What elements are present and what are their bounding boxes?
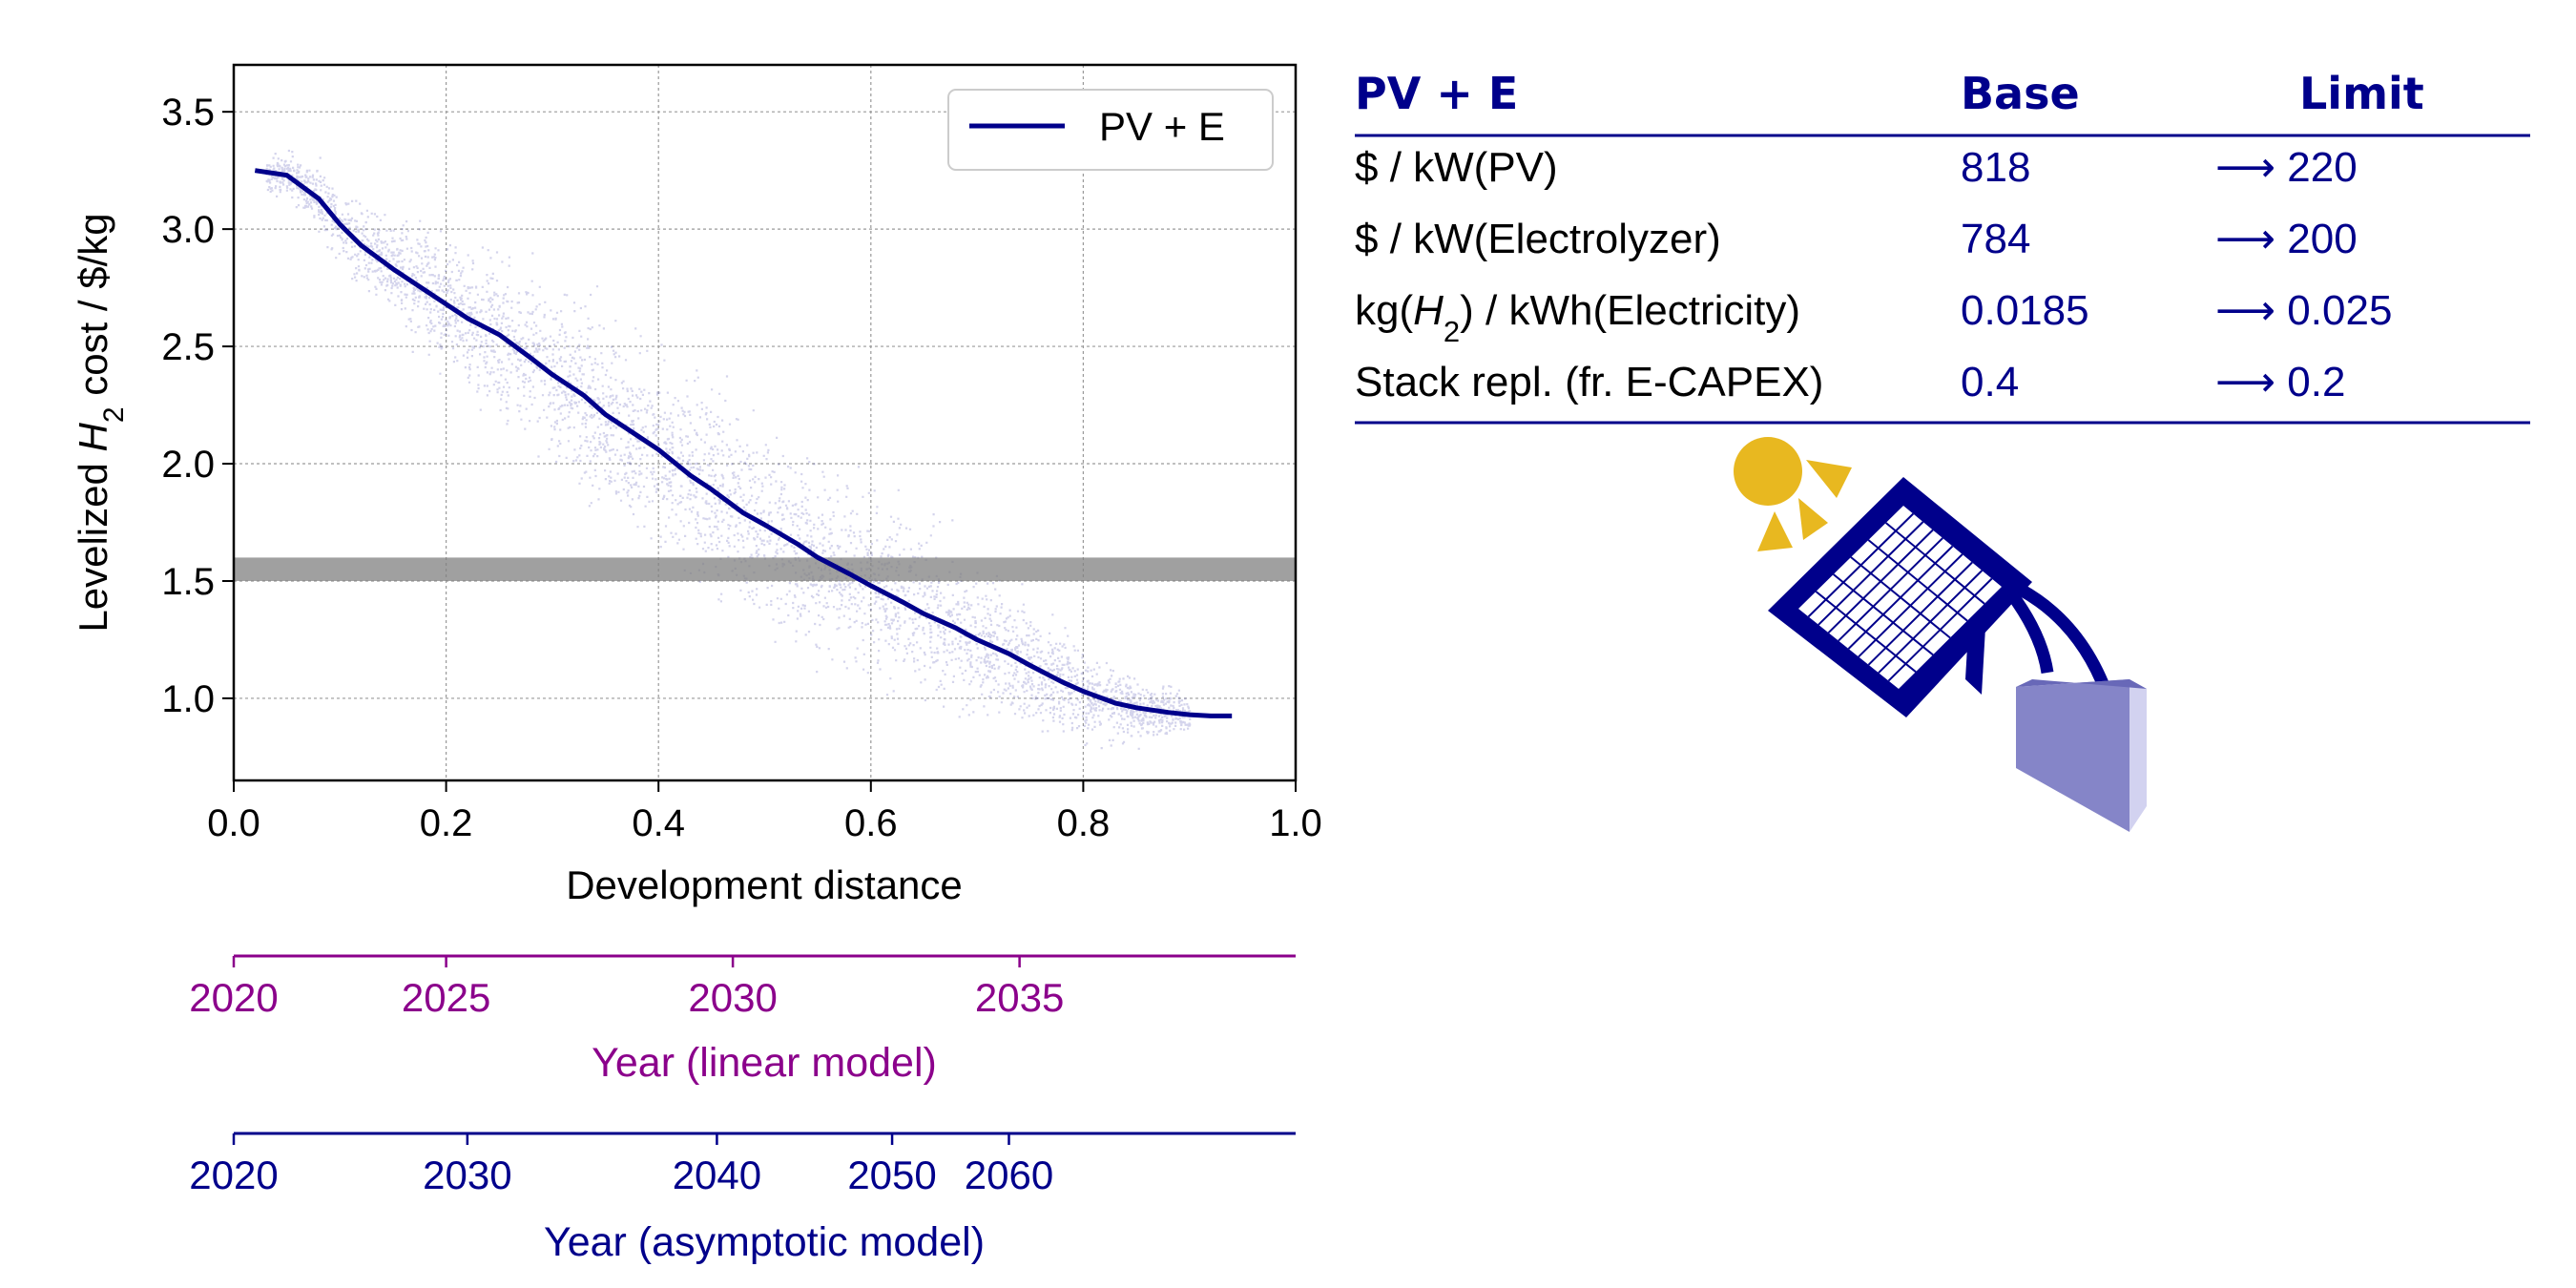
table-row: $ / kW(PV) 818 ⟶ 220	[1355, 144, 2358, 191]
row-limit: ⟶ 220	[2215, 144, 2358, 191]
hydrogen-tank-icon	[2016, 679, 2147, 832]
secondary-axis-linear: 2020 2025 2030 2035 Year (linear model)	[189, 954, 1296, 1086]
table-row: $ / kW(Electrolyzer) 784 ⟶ 200	[1355, 216, 2358, 262]
x-axis-label: Development distance	[566, 862, 963, 907]
x-tick-label: 0.0	[207, 802, 260, 844]
y-axis-label: Levelized H2 cost / $/kg	[71, 213, 130, 632]
legend-box	[947, 89, 1274, 171]
tick-label: 2025	[402, 975, 490, 1020]
target-band	[234, 557, 1296, 581]
sun-icon	[1734, 437, 1852, 551]
tick-label: 2020	[189, 1153, 278, 1197]
table-header-limit: Limit	[2299, 68, 2424, 119]
scatter-points	[265, 149, 1192, 750]
y-tick-label: 3.5	[161, 92, 215, 134]
tick-label: 2060	[965, 1153, 1053, 1197]
y-tick-label: 2.5	[161, 326, 215, 368]
x-tick-label: 0.8	[1057, 802, 1111, 844]
series-line-pv-e	[254, 168, 1233, 718]
table-row: kg(H2) / kWh(Electricity) 0.0185 ⟶ 0.025	[1355, 287, 2392, 348]
row-base: 818	[1961, 144, 2030, 191]
row-base: 0.4	[1961, 359, 2019, 405]
row-limit: ⟶ 200	[2215, 216, 2358, 262]
parameter-table: PV + E Base Limit $ / kW(PV) 818 ⟶ 220 $…	[1355, 68, 2530, 425]
tick-label: 2030	[423, 1153, 511, 1197]
row-base: 784	[1961, 216, 2030, 262]
y-axis-ticks: 1.0 1.5 2.0 2.5 3.0 3.5	[161, 92, 234, 720]
tick-label: 2030	[688, 975, 777, 1020]
plot-frame	[232, 63, 1298, 782]
legend: PV + E	[947, 89, 1274, 171]
solar-panel-icon	[1768, 477, 2117, 717]
x-tick-label: 0.2	[420, 802, 473, 844]
y-tick-label: 1.5	[161, 561, 215, 603]
table-row: Stack repl. (fr. E-CAPEX) 0.4 ⟶ 0.2	[1355, 359, 2345, 405]
row-base: 0.0185	[1961, 287, 2089, 334]
x-tick-label: 1.0	[1269, 802, 1322, 844]
tick-label: 2035	[975, 975, 1064, 1020]
x-axis-ticks: 0.0 0.2 0.4 0.6 0.8 1.0	[207, 780, 1322, 844]
table-header-title: PV + E	[1355, 68, 1518, 119]
row-label: $ / kW(PV)	[1355, 144, 1558, 191]
x-tick-label: 0.4	[632, 802, 685, 844]
axis-label: Year (linear model)	[592, 1040, 937, 1086]
axis-ticks: 2020 2025 2030 2035	[189, 956, 1064, 1020]
table-header-base: Base	[1961, 68, 2080, 119]
tick-label: 2050	[847, 1153, 936, 1197]
row-label: Stack repl. (fr. E-CAPEX)	[1355, 359, 1823, 405]
row-label: kg(H2) / kWh(Electricity)	[1355, 287, 1800, 348]
illustration	[1734, 437, 2147, 832]
scatter-cloud	[265, 149, 1192, 750]
axis-label: Year (asymptotic model)	[544, 1219, 985, 1265]
row-limit: ⟶ 0.2	[2215, 359, 2345, 405]
tick-label: 2040	[673, 1153, 761, 1197]
main-chart: 0.0 0.2 0.4 0.6 0.8 1.0 1.0 1.5 2.0 2.5 3.0 3.5 De…	[71, 63, 1322, 907]
y-tick-label: 3.0	[161, 209, 215, 251]
tick-label: 2020	[189, 975, 278, 1020]
y-tick-label: 1.0	[161, 678, 215, 720]
legend-label: PV + E	[1099, 104, 1225, 149]
grid	[233, 65, 1297, 780]
axis-ticks: 2020 2030 2040 2050 2060	[189, 1133, 1053, 1197]
x-tick-label: 0.6	[844, 802, 898, 844]
y-tick-label: 2.0	[161, 444, 215, 486]
row-limit: ⟶ 0.025	[2215, 287, 2392, 334]
row-label: $ / kW(Electrolyzer)	[1355, 216, 1721, 262]
secondary-axis-asymptotic: 2020 2030 2040 2050 2060 Year (asymptotic mo…	[189, 1132, 1296, 1265]
